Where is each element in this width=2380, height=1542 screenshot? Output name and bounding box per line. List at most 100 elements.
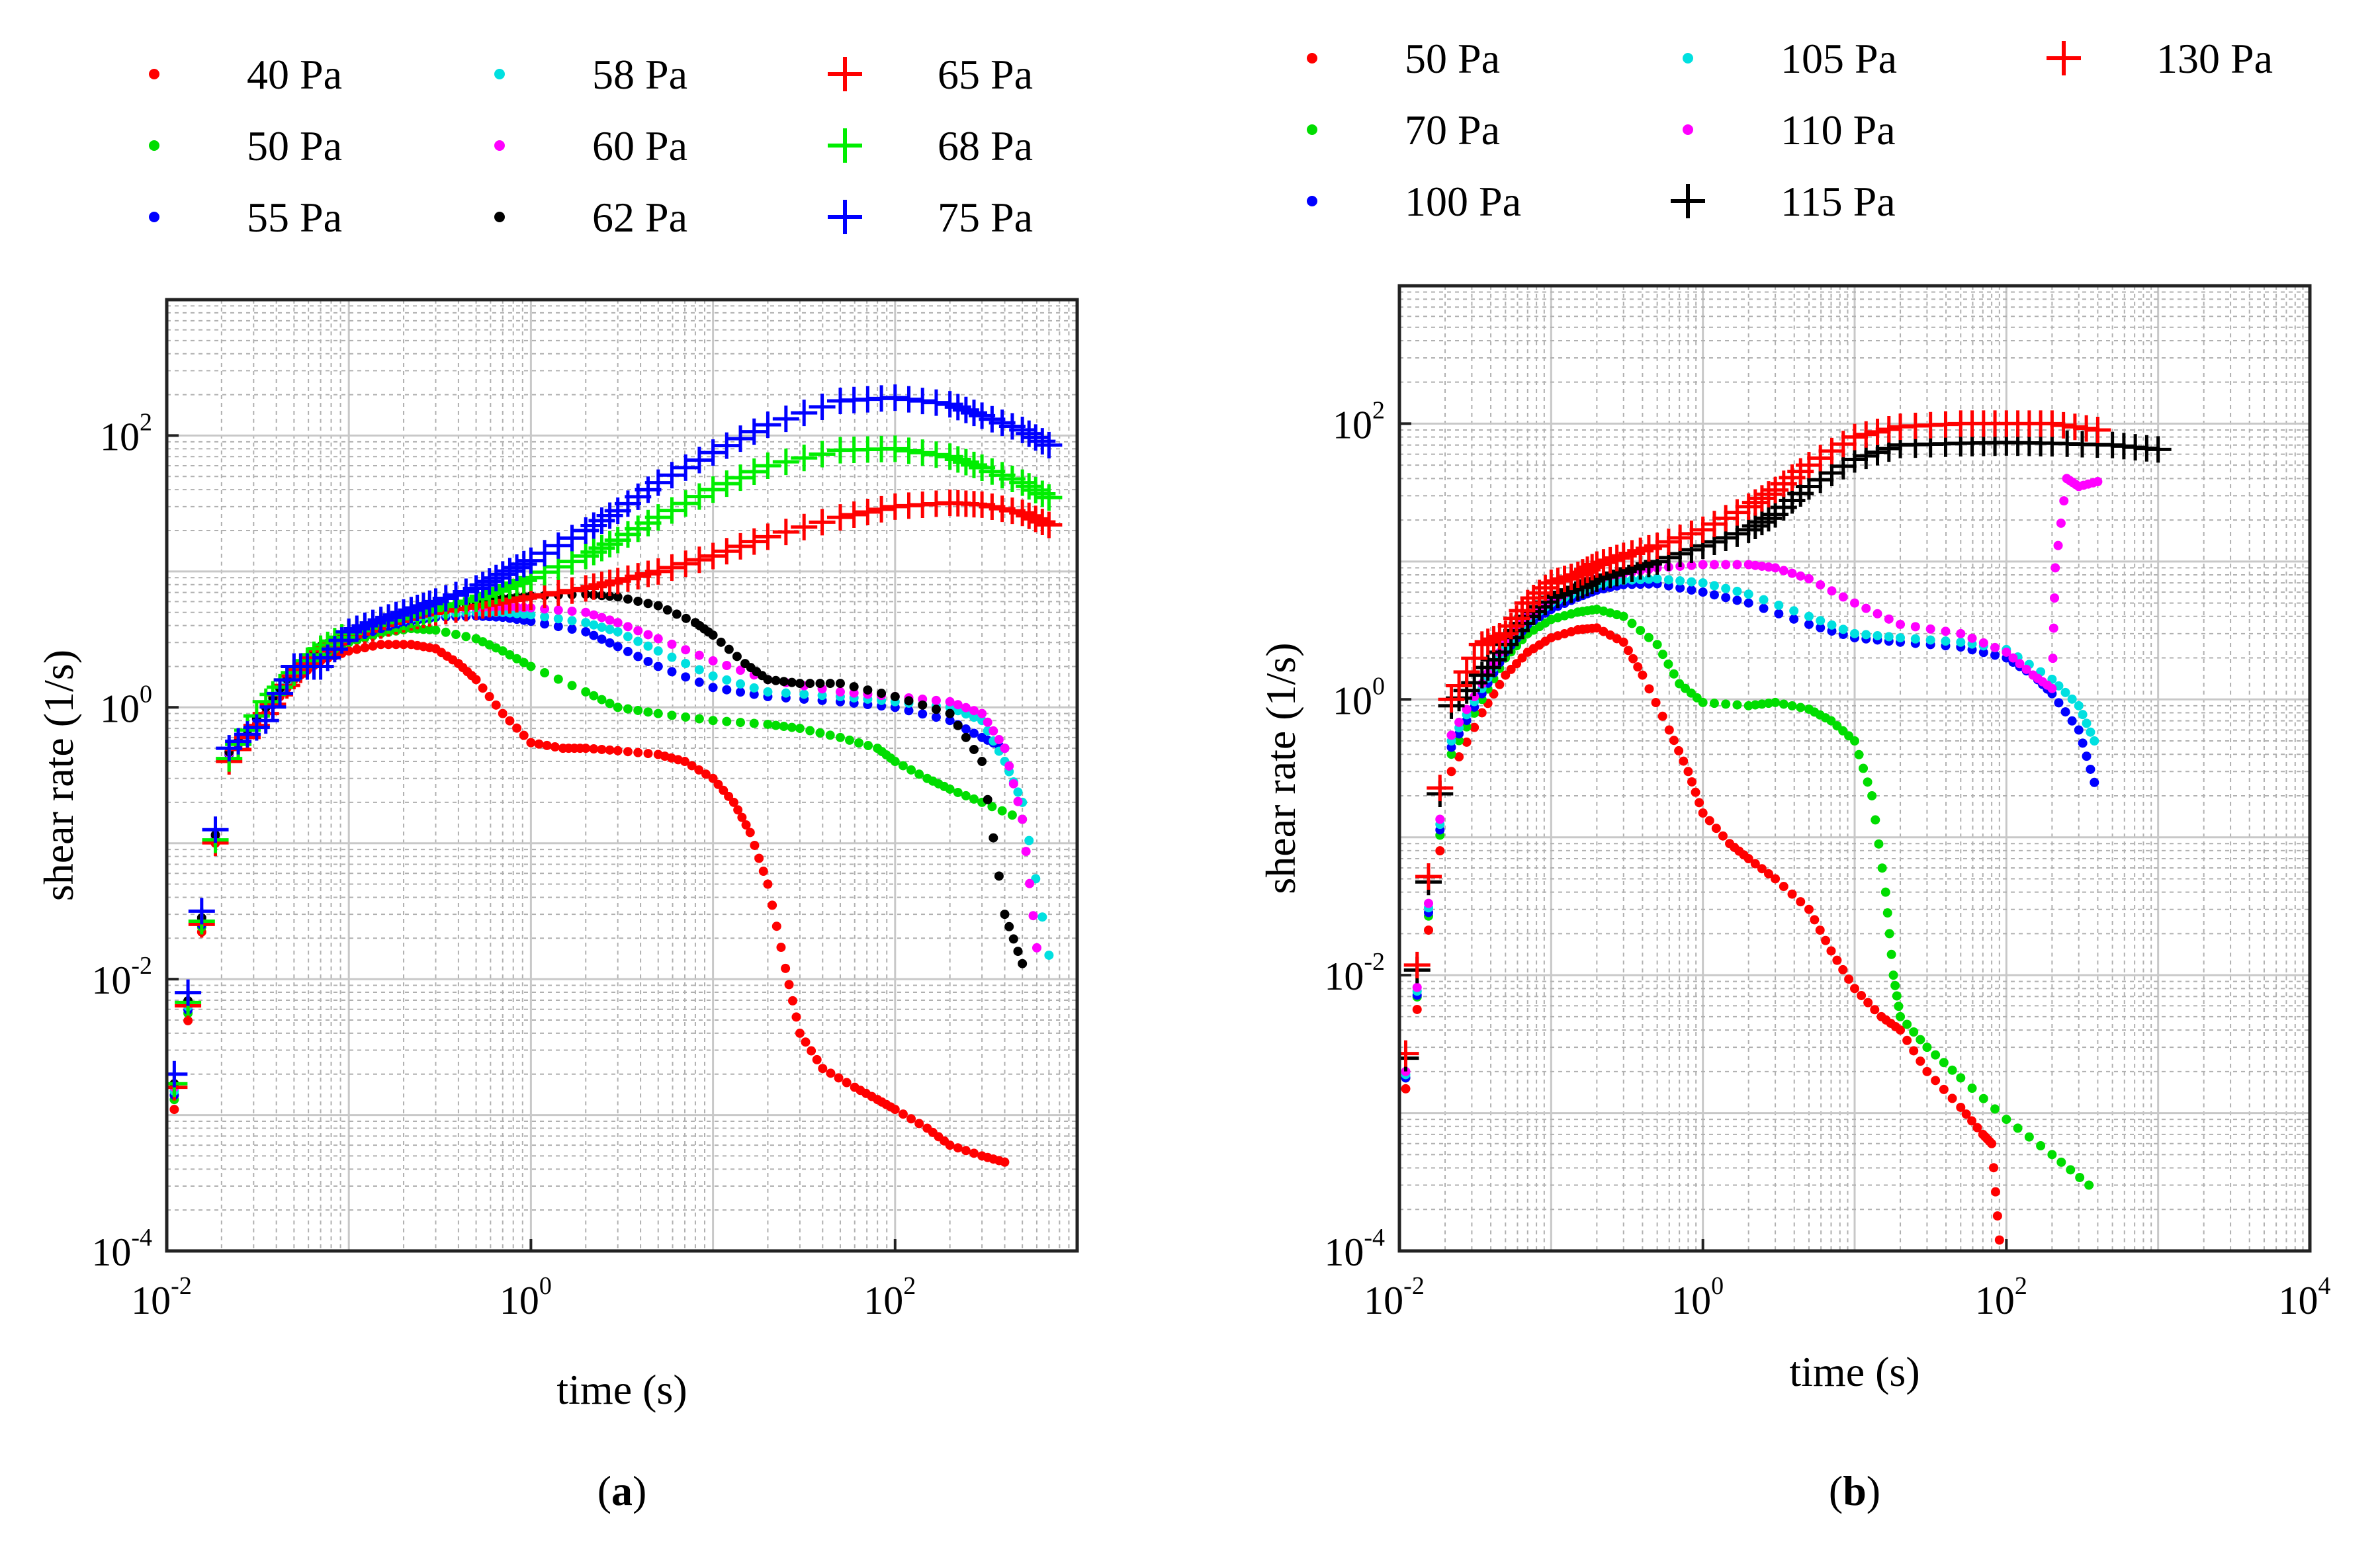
data-point [826,1068,836,1078]
data-point [1028,911,1038,921]
legend-marker [828,200,862,234]
data-point [898,1109,908,1119]
data-point [945,708,955,718]
data-point [540,612,550,622]
data-point [633,705,643,715]
panel-label: (a) [597,1467,647,1514]
data-point [658,497,685,524]
legend: 50 Pa 70 Pa 100 Pa 105 Pa 110 Pa 115 Pa 130 Pa [1307,35,2273,225]
data-point [1700,511,1728,538]
data-point [1967,1116,1977,1126]
data-point [685,483,713,510]
data-point [1956,637,1966,647]
data-point [890,692,900,702]
data-point [1480,626,1507,653]
data-point [713,470,740,497]
data-point [961,703,971,712]
data-point [633,636,643,646]
axes-frame [1397,284,2312,1253]
data-point [1829,431,1857,458]
data-point [1816,580,1826,590]
data-point [643,707,653,717]
data-point [1850,984,1859,994]
data-point [1821,935,1831,945]
data-point [404,595,431,622]
data-point [1838,624,1848,634]
data-point [922,441,949,468]
data-point [1735,493,1762,520]
data-point [1956,1073,1966,1083]
data-point [1597,546,1624,574]
data-point [202,816,229,843]
data-point [1446,730,1456,740]
data-point [914,1119,924,1129]
data-point [895,437,922,464]
legend-label: 115 Pa [1781,178,1896,225]
data-point [259,693,286,720]
y-axis: 10-4 10-2 100 102 [1324,396,1411,1274]
data-point [1870,1005,1880,1015]
data-point [805,726,815,736]
data-point [1013,796,1023,806]
data-point [1477,708,1487,718]
data-point [1018,959,1028,968]
data-point [1850,628,1859,638]
data-point [1827,620,1837,630]
data-point [431,625,441,635]
data-point [1704,816,1714,826]
data-point [1644,632,1653,642]
data-point [667,667,677,677]
data-point [953,1143,963,1153]
data-point [842,1078,852,1088]
data-point [1735,516,1762,543]
data-point [961,791,971,800]
data-point [771,921,781,931]
data-point [1675,583,1685,593]
legend-marker [494,140,505,151]
data-point [1807,445,1834,472]
data-point [1759,595,1769,605]
data-point [1859,763,1869,773]
data-point [1021,847,1031,857]
data-point [1804,904,1814,914]
data-point [754,523,781,550]
data-point [553,605,563,615]
data-point [1816,622,1826,632]
data-point [1721,699,1731,709]
data-point [1779,566,1788,576]
data-point [623,704,633,714]
data-point [749,683,759,693]
data-point [906,1114,916,1124]
data-point [1916,1056,1925,1066]
data-point [1037,912,1047,922]
data-point [1796,897,1806,907]
x-axis-label: time (s) [556,1366,687,1413]
data-point [1732,595,1742,605]
data-point [1990,1187,2000,1197]
data-point [368,641,378,651]
x-axis-label: time (s) [1789,1348,1919,1395]
legend-label: 50 Pa [1405,35,1500,82]
data-point [2090,777,2099,787]
data-point [623,646,633,656]
data-point [510,550,537,578]
data-point [1795,452,1822,479]
data-point [1435,814,1445,824]
data-point [540,604,550,614]
data-point [680,757,689,767]
data-point [1818,437,1845,464]
data-point [809,441,836,468]
grid [165,300,1077,1252]
data-point [662,605,672,615]
y-tick-label: 100 [1333,672,1385,722]
y-tick-label: 10-4 [91,1224,152,1274]
data-point [482,564,509,591]
data-point [1826,946,1836,956]
data-point [815,728,825,738]
data-point [1939,1084,1949,1094]
data-point [727,464,754,492]
data-point [835,679,845,689]
data-point [681,645,691,655]
data-point [713,538,740,565]
